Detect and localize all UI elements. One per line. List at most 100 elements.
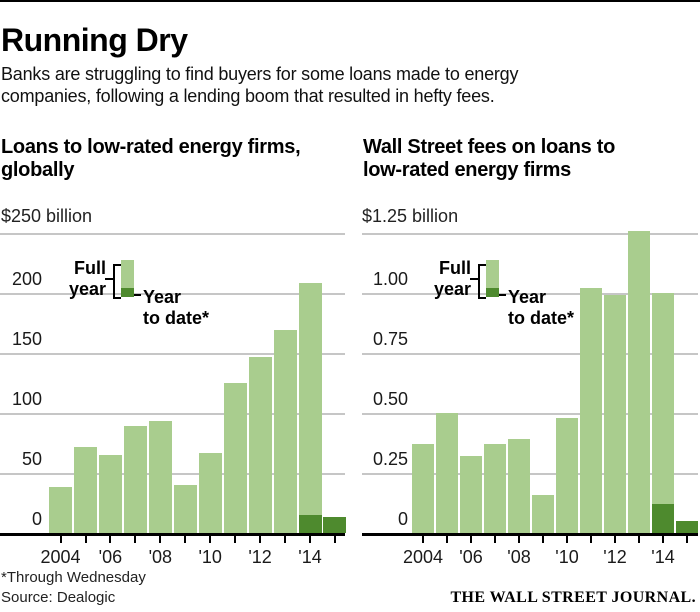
legend-connector-line [105, 278, 114, 280]
bar-full-year-2012 [604, 295, 626, 533]
bar-full-year-2008 [148, 421, 172, 533]
page-subtitle: Banks are struggling to find buyers for … [1, 64, 519, 106]
bar-full-year-2005 [436, 413, 458, 533]
legend-full-year-label: Full year [433, 258, 471, 299]
x-axis-tick [686, 536, 688, 543]
legend-year-to-date-label: Year to date* [143, 287, 210, 328]
y-axis-label: 100 [11, 389, 42, 409]
x-axis-label: '06 [459, 547, 483, 567]
x-axis-tick [638, 536, 640, 543]
x-axis-line [0, 533, 345, 536]
bar-full-year-2005 [74, 446, 97, 533]
x-axis-tick [446, 536, 448, 543]
x-axis-label: 2004 [40, 547, 81, 567]
bar-full-year-2006 [460, 456, 482, 533]
x-axis-tick [159, 536, 162, 543]
bar-full-year-2009 [173, 485, 197, 533]
y-axis-label: 50 [21, 449, 42, 469]
x-axis-tick [614, 536, 616, 543]
right-chart-unit-label: $1.25 billion [362, 206, 459, 226]
x-axis-tick [284, 536, 286, 543]
y-axis-label: 0.25 [372, 449, 408, 469]
bar-year-to-date-2015 [323, 517, 347, 533]
legend-full-year-label: Full year [68, 258, 106, 299]
bar-year-to-date-2014 [298, 515, 322, 533]
bar-full-year-2008 [508, 439, 530, 533]
y-axis-label: 200 [11, 269, 42, 289]
right-chart-legend: Full year Year to date* [423, 257, 593, 333]
bar-full-year-2012 [248, 356, 272, 533]
x-axis-line [362, 533, 698, 536]
gridline [0, 413, 345, 415]
x-axis-tick [59, 536, 62, 543]
x-axis-tick [590, 536, 592, 543]
x-axis-tick [662, 536, 664, 543]
bar-full-year-2007 [123, 426, 147, 533]
gridline [0, 353, 345, 355]
x-axis-tick [184, 536, 187, 543]
x-axis-tick [470, 536, 472, 543]
gridline [0, 473, 345, 475]
x-axis-label: '08 [148, 547, 173, 567]
legend-connector-line [470, 278, 479, 280]
footnote-through-wednesday: *Through Wednesday [1, 569, 146, 586]
x-axis-label: '12 [603, 547, 627, 567]
source-credit: Source: Dealogic [1, 589, 116, 606]
left-chart-unit-label: $250 billion [1, 206, 93, 226]
legend-year-to-date-swatch [486, 288, 499, 297]
bar-full-year-2011 [580, 288, 602, 533]
legend-full-year-swatch [121, 260, 134, 297]
gridline [0, 233, 345, 235]
x-axis-tick [422, 536, 424, 543]
x-axis-label: '06 [98, 547, 123, 567]
legend-connector-line [134, 294, 141, 296]
gridline [362, 473, 698, 475]
left-chart-title: Loans to low-rated energy firms, globall… [1, 136, 301, 181]
x-axis-tick [234, 536, 237, 543]
legend-bracket [478, 264, 486, 299]
gridline [362, 413, 698, 415]
legend-bracket [113, 264, 121, 299]
x-axis-tick [494, 536, 496, 543]
x-axis-tick [109, 536, 112, 543]
bar-full-year-2014 [652, 293, 674, 533]
bar-full-year-2009 [532, 494, 554, 533]
x-axis-label: '10 [198, 547, 222, 567]
y-axis-label: 0.75 [372, 329, 408, 349]
bar-full-year-2014 [298, 283, 322, 533]
x-axis-tick [333, 536, 336, 543]
wsj-logotype: THE WALL STREET JOURNAL. [450, 589, 696, 606]
x-axis-tick [134, 536, 137, 543]
y-axis-label: 0 [31, 509, 42, 529]
x-axis-label: '12 [248, 547, 272, 567]
bar-full-year-2010 [556, 417, 578, 533]
bar-full-year-2004 [412, 444, 434, 533]
y-axis-label: 0 [397, 509, 408, 529]
x-axis-label: '14 [298, 547, 322, 567]
bar-full-year-2013 [273, 330, 297, 533]
x-axis-tick [259, 536, 262, 543]
top-rule-divider [0, 0, 700, 2]
y-axis-label: 0.50 [372, 389, 408, 409]
x-axis-tick [566, 536, 568, 543]
gridline [0, 293, 345, 295]
bar-year-to-date-2015 [676, 521, 698, 533]
gridline [362, 293, 698, 295]
x-axis-label: 2004 [402, 547, 444, 567]
x-axis-tick [518, 536, 520, 543]
page-title: Running Dry [1, 22, 188, 58]
bar-full-year-2011 [223, 383, 247, 533]
legend-connector-line [499, 294, 506, 296]
bar-full-year-2004 [49, 487, 72, 533]
bar-full-year-2007 [484, 444, 506, 533]
bar-full-year-2006 [98, 455, 122, 533]
y-axis-label: 150 [11, 329, 42, 349]
bar-full-year-2013 [628, 230, 650, 533]
gridline [362, 353, 698, 355]
x-axis-tick [84, 536, 87, 543]
x-axis-label: '14 [651, 547, 675, 567]
x-axis-tick [309, 536, 311, 543]
x-axis-tick [209, 536, 212, 543]
